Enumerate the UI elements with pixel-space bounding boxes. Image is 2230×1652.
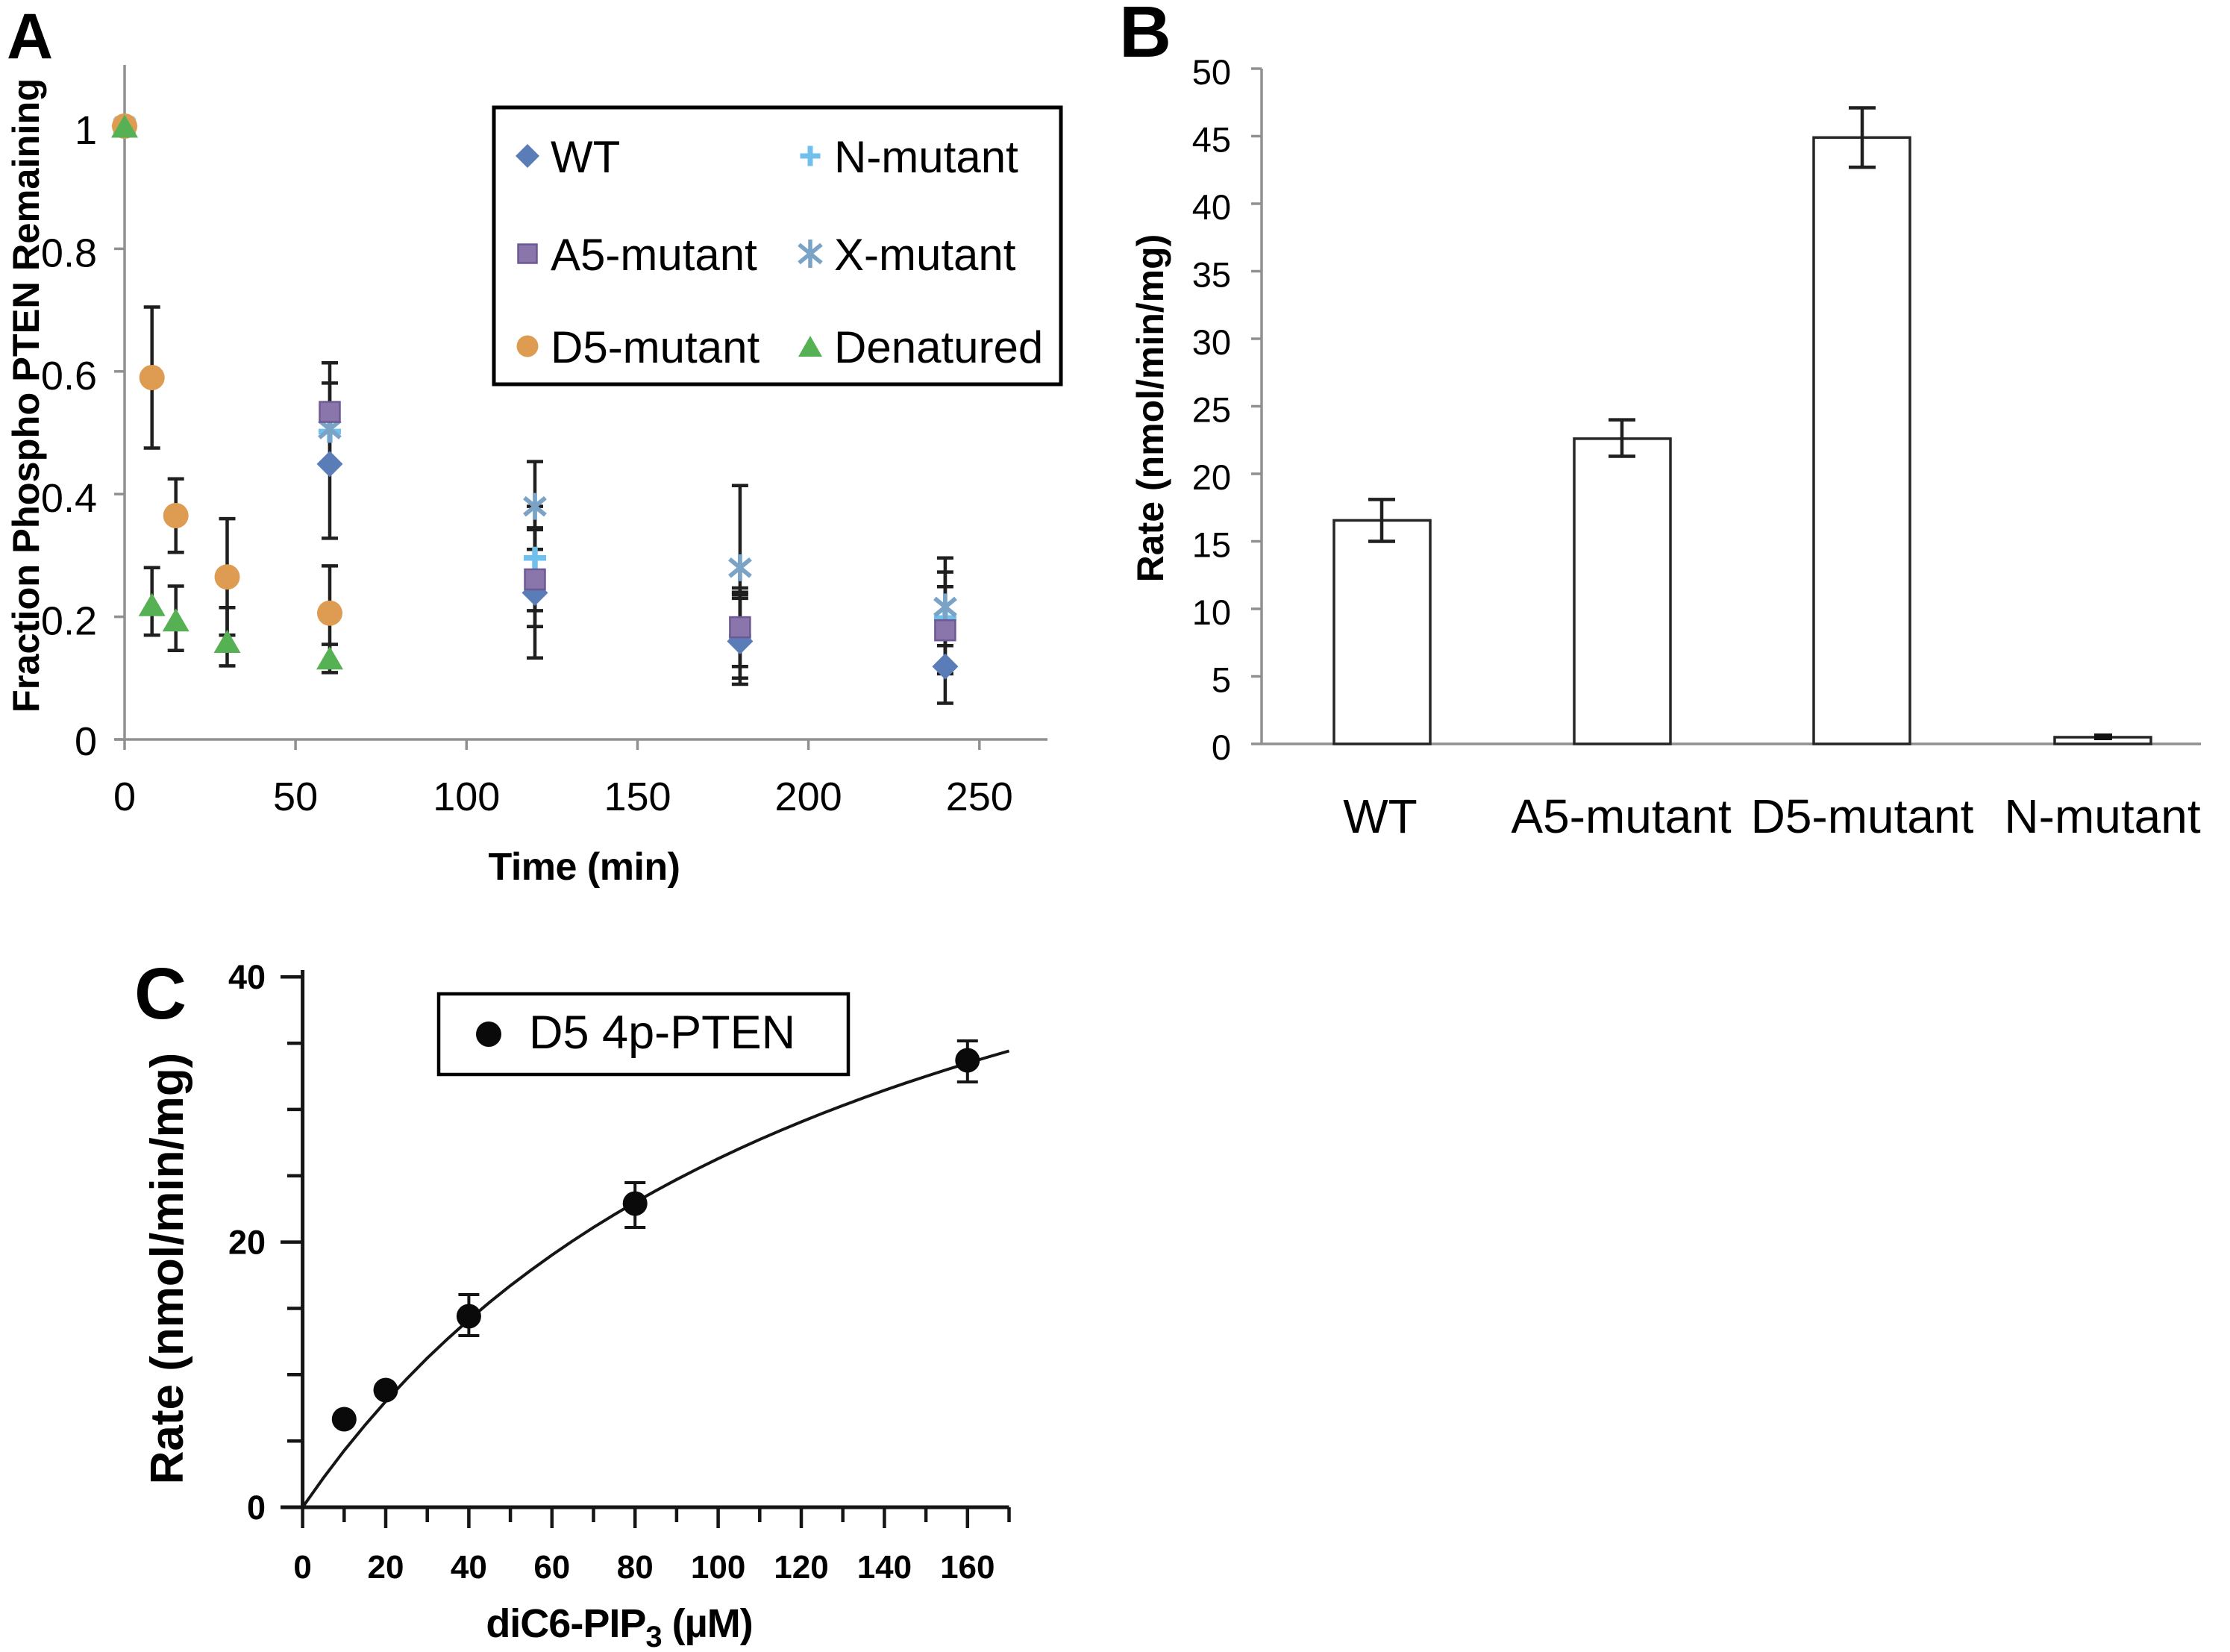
svg-text:15: 15 xyxy=(1192,525,1231,565)
svg-text:60: 60 xyxy=(533,1549,570,1586)
svg-text:250: 250 xyxy=(946,775,1013,819)
svg-text:40: 40 xyxy=(451,1549,487,1586)
svg-text:0: 0 xyxy=(247,1489,266,1527)
svg-text:5: 5 xyxy=(1212,660,1231,700)
svg-text:Rate (nmol/min/mg): Rate (nmol/min/mg) xyxy=(142,1053,193,1485)
svg-text:35: 35 xyxy=(1192,255,1231,295)
svg-text:80: 80 xyxy=(617,1549,654,1586)
svg-text:Rate (nmol/min/mg): Rate (nmol/min/mg) xyxy=(1130,234,1171,583)
svg-text:25: 25 xyxy=(1192,390,1231,430)
svg-text:D5-mutant: D5-mutant xyxy=(551,322,759,372)
svg-text:A5-mutant: A5-mutant xyxy=(1511,789,1731,843)
svg-text:N-mutant: N-mutant xyxy=(834,132,1018,182)
svg-text:150: 150 xyxy=(604,775,671,819)
svg-text:120: 120 xyxy=(774,1549,828,1586)
svg-text:0: 0 xyxy=(293,1549,311,1586)
svg-text:B: B xyxy=(1119,0,1171,72)
svg-text:0: 0 xyxy=(75,719,97,764)
svg-text:50: 50 xyxy=(273,775,318,819)
svg-text:A5-mutant: A5-mutant xyxy=(551,230,757,280)
svg-text:100: 100 xyxy=(691,1549,745,1586)
svg-text:0.4: 0.4 xyxy=(41,476,97,521)
svg-text:1: 1 xyxy=(75,108,97,153)
svg-text:0.8: 0.8 xyxy=(41,231,97,275)
svg-text:140: 140 xyxy=(857,1549,912,1586)
svg-text:0: 0 xyxy=(113,775,136,819)
svg-text:20: 20 xyxy=(368,1549,404,1586)
svg-text:0.6: 0.6 xyxy=(41,354,97,398)
svg-text:40: 40 xyxy=(1192,187,1231,227)
svg-text:20: 20 xyxy=(1192,457,1231,497)
svg-text:160: 160 xyxy=(940,1549,995,1586)
svg-text:D5 4p-PTEN: D5 4p-PTEN xyxy=(529,1007,795,1059)
svg-text:30: 30 xyxy=(1192,322,1231,362)
svg-text:N-mutant: N-mutant xyxy=(2004,789,2200,843)
svg-text:40: 40 xyxy=(228,958,266,996)
svg-text:Denatured: Denatured xyxy=(834,322,1043,372)
svg-text:0: 0 xyxy=(1212,728,1231,767)
svg-text:X-mutant: X-mutant xyxy=(834,230,1016,280)
svg-text:45: 45 xyxy=(1192,120,1231,160)
svg-text:0.2: 0.2 xyxy=(41,599,97,644)
svg-text:D5-mutant: D5-mutant xyxy=(1751,789,1974,843)
svg-text:10: 10 xyxy=(1192,592,1231,632)
svg-text:WT: WT xyxy=(551,132,620,182)
svg-text:100: 100 xyxy=(433,775,500,819)
svg-text:20: 20 xyxy=(228,1224,266,1262)
svg-text:diC6-PIP3 (µM): diC6-PIP3 (µM) xyxy=(486,1601,752,1648)
svg-text:A: A xyxy=(7,1,53,72)
svg-text:Fraction Phospho PTEN Remainin: Fraction Phospho PTEN Remaining xyxy=(4,78,47,713)
svg-text:Time (min): Time (min) xyxy=(489,845,680,889)
svg-text:WT: WT xyxy=(1343,789,1418,843)
svg-text:50: 50 xyxy=(1192,52,1231,92)
svg-text:C: C xyxy=(134,953,187,1034)
svg-text:200: 200 xyxy=(775,775,842,819)
